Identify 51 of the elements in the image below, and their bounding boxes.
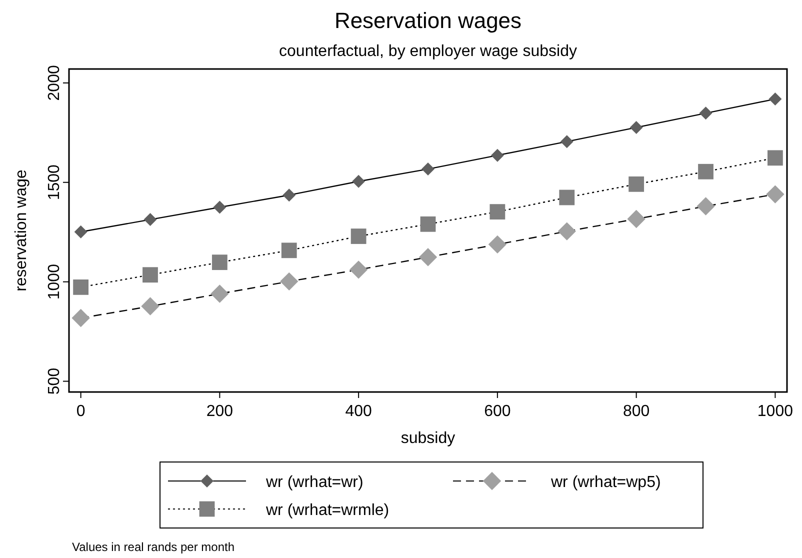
point xyxy=(73,279,89,295)
point xyxy=(558,222,576,240)
point xyxy=(698,164,714,180)
point xyxy=(418,248,438,266)
x-axis-title: subsidy xyxy=(400,430,456,447)
point xyxy=(766,185,784,204)
legend-label: wr (wrhat=wrmle) xyxy=(265,502,390,519)
x-tick-label: 1000 xyxy=(757,403,794,420)
point xyxy=(696,197,715,216)
chart-title: Reservation wages xyxy=(334,8,522,33)
point xyxy=(142,267,158,283)
x-tick-label: 400 xyxy=(345,403,372,420)
point xyxy=(210,284,229,303)
point xyxy=(350,228,366,244)
point xyxy=(559,190,575,206)
point xyxy=(488,235,507,254)
point xyxy=(281,242,297,258)
legend-label: wr (wrhat=wr) xyxy=(265,474,364,491)
point xyxy=(349,260,368,279)
point xyxy=(420,216,436,232)
point xyxy=(627,210,646,228)
y-tick-label: 1000 xyxy=(46,264,63,300)
point xyxy=(767,150,783,166)
x-tick-label: 200 xyxy=(206,403,234,420)
y-tick-label: 2000 xyxy=(46,65,63,101)
point xyxy=(213,200,226,214)
point xyxy=(141,297,160,316)
point xyxy=(212,254,228,270)
point xyxy=(72,308,90,328)
point xyxy=(699,106,712,120)
x-tick-label: 800 xyxy=(622,403,650,420)
x-tick-label: 600 xyxy=(484,403,511,420)
y-tick-label: 1500 xyxy=(46,164,63,200)
point xyxy=(280,272,298,291)
point xyxy=(490,204,506,220)
point xyxy=(282,188,296,202)
point xyxy=(422,162,434,176)
point xyxy=(630,120,643,134)
y-tick-label: 500 xyxy=(46,368,63,395)
legend-label: wr (wrhat=wp5) xyxy=(550,474,661,491)
point xyxy=(352,174,366,188)
point xyxy=(560,135,574,148)
point xyxy=(628,176,644,192)
point xyxy=(490,148,504,162)
y-axis-title: reservation wage xyxy=(13,169,30,292)
point xyxy=(768,92,782,106)
point xyxy=(74,225,88,238)
text: Values in real rands per month xyxy=(72,540,235,554)
chart-subtitle: counterfactual, by employer wage subsidy xyxy=(279,43,577,60)
x-tick-label: 0 xyxy=(76,403,86,420)
point xyxy=(144,213,157,226)
